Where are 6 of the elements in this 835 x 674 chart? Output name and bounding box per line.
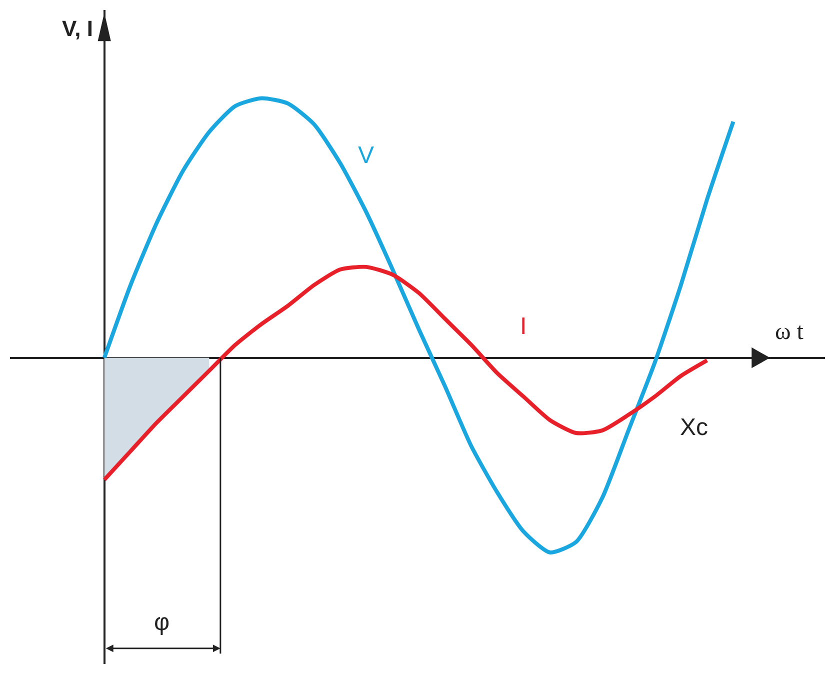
y-axis-title: V, I (62, 16, 93, 41)
series-label: V (358, 142, 374, 169)
text: φ (154, 609, 170, 636)
x-axis-title: ω t (775, 319, 804, 345)
series-label: I (520, 313, 527, 340)
annotation: Xc (680, 414, 708, 441)
